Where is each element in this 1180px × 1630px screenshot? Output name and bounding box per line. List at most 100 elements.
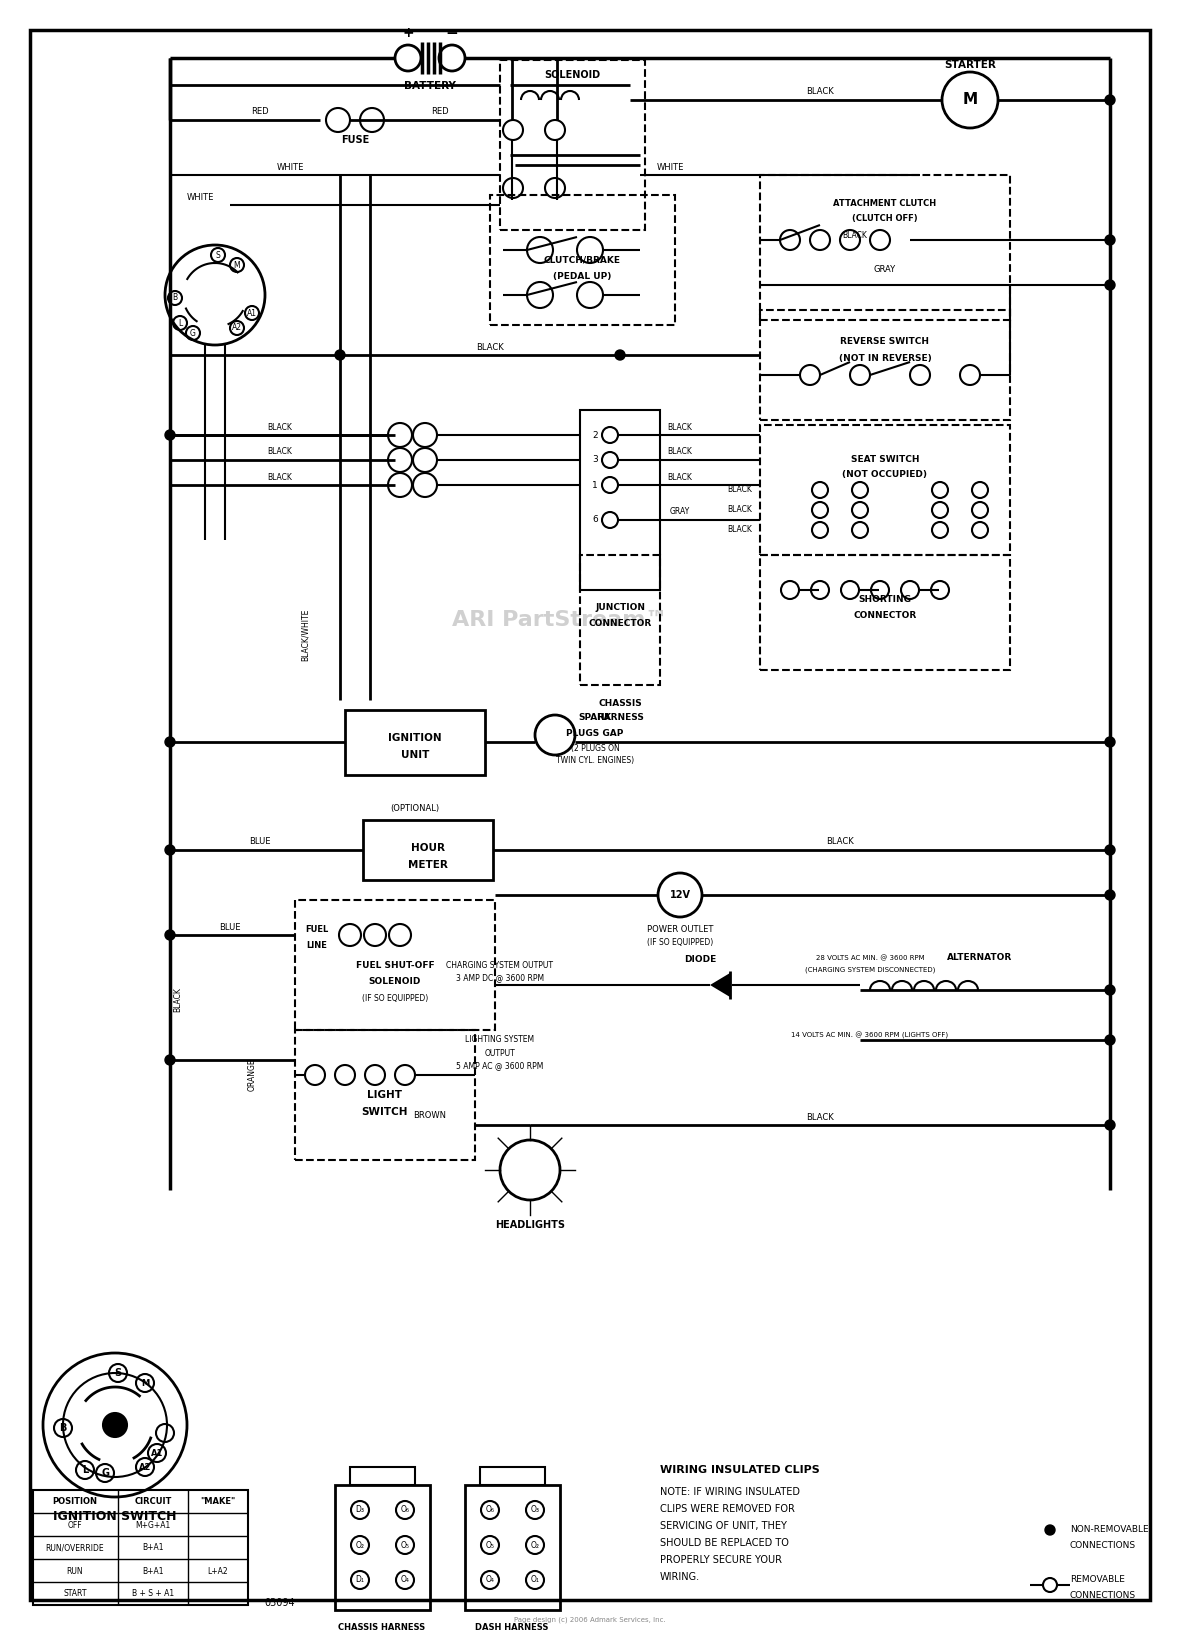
- Bar: [33, 1490, 248, 1606]
- Circle shape: [1045, 1526, 1055, 1535]
- Text: 28 VOLTS AC MIN. @ 3600 RPM: 28 VOLTS AC MIN. @ 3600 RPM: [815, 955, 924, 962]
- Text: SEAT SWITCH: SEAT SWITCH: [851, 455, 919, 465]
- Text: O₆: O₆: [400, 1506, 409, 1514]
- Text: BLACK: BLACK: [668, 422, 693, 432]
- Text: BLACK: BLACK: [806, 88, 834, 96]
- Text: SHORTING: SHORTING: [859, 595, 911, 605]
- Text: 3: 3: [592, 455, 598, 465]
- Bar: [295, 900, 494, 1030]
- Text: BLACK: BLACK: [806, 1113, 834, 1121]
- Text: PROPERLY SECURE YOUR: PROPERLY SECURE YOUR: [660, 1555, 782, 1565]
- Circle shape: [165, 430, 175, 440]
- Text: B: B: [172, 293, 177, 303]
- Text: BATTERY: BATTERY: [404, 82, 455, 91]
- Text: BLACK: BLACK: [728, 525, 753, 535]
- Text: SERVICING OF UNIT, THEY: SERVICING OF UNIT, THEY: [660, 1521, 787, 1531]
- Text: CIRCUIT: CIRCUIT: [135, 1498, 171, 1506]
- Text: O₄: O₄: [400, 1576, 409, 1584]
- Circle shape: [165, 1055, 175, 1064]
- Text: BLUE: BLUE: [249, 838, 270, 846]
- Text: O₂: O₂: [531, 1540, 539, 1550]
- Text: WHITE: WHITE: [656, 163, 683, 171]
- Text: O₁: O₁: [531, 1576, 539, 1584]
- Text: CONNECTIONS: CONNECTIONS: [1070, 1591, 1136, 1599]
- Text: (2 PLUGS ON: (2 PLUGS ON: [571, 743, 620, 753]
- Bar: [581, 554, 660, 685]
- Circle shape: [103, 1413, 127, 1438]
- Text: TWIN CYL. ENGINES): TWIN CYL. ENGINES): [556, 755, 634, 764]
- Text: LIGHT: LIGHT: [367, 1090, 402, 1100]
- Text: BLACK: BLACK: [268, 448, 293, 456]
- Bar: [500, 60, 645, 230]
- Text: ARI PartStream™: ARI PartStream™: [452, 610, 668, 631]
- Text: BLACK: BLACK: [268, 422, 293, 432]
- Circle shape: [1104, 95, 1115, 104]
- Text: B: B: [59, 1423, 67, 1433]
- Text: (NOT OCCUPIED): (NOT OCCUPIED): [843, 471, 927, 479]
- Bar: [465, 1485, 560, 1610]
- Circle shape: [165, 737, 175, 747]
- Bar: [490, 196, 675, 324]
- Text: REVERSE SWITCH: REVERSE SWITCH: [840, 337, 930, 347]
- Text: NOTE: IF WIRING INSULATED: NOTE: IF WIRING INSULATED: [660, 1487, 800, 1496]
- Text: BLACK/WHITE: BLACK/WHITE: [301, 610, 309, 662]
- Text: O₅: O₅: [485, 1540, 494, 1550]
- Circle shape: [165, 844, 175, 856]
- Text: 3 AMP DC @ 3600 RPM: 3 AMP DC @ 3600 RPM: [455, 973, 544, 983]
- Text: ALTERNATOR: ALTERNATOR: [948, 954, 1012, 962]
- Text: A1: A1: [151, 1449, 163, 1457]
- Text: O₅: O₅: [400, 1540, 409, 1550]
- Text: SOLENOID: SOLENOID: [544, 70, 601, 80]
- Text: −: −: [446, 26, 458, 41]
- Text: B+A1: B+A1: [143, 1544, 164, 1552]
- Text: BLACK: BLACK: [268, 473, 293, 481]
- Text: CHASSIS HARNESS: CHASSIS HARNESS: [339, 1623, 426, 1630]
- Text: BLACK: BLACK: [476, 342, 504, 352]
- Text: CHASSIS: CHASSIS: [598, 699, 642, 707]
- Text: G: G: [190, 329, 196, 337]
- Bar: [581, 411, 660, 590]
- Text: NON-REMOVABLE: NON-REMOVABLE: [1070, 1526, 1148, 1534]
- Text: A1: A1: [247, 308, 257, 318]
- Text: DASH HARNESS: DASH HARNESS: [476, 1623, 549, 1630]
- Text: PLUGS GAP: PLUGS GAP: [566, 729, 624, 737]
- Text: O₂: O₂: [355, 1540, 365, 1550]
- Text: M+G+A1: M+G+A1: [136, 1521, 171, 1529]
- Circle shape: [165, 931, 175, 941]
- Text: BLUE: BLUE: [219, 923, 241, 931]
- Text: ATTACHMENT CLUTCH: ATTACHMENT CLUTCH: [833, 199, 937, 207]
- Bar: [335, 1485, 430, 1610]
- Text: 14 VOLTS AC MIN. @ 3600 RPM (LIGHTS OFF): 14 VOLTS AC MIN. @ 3600 RPM (LIGHTS OFF): [792, 1032, 949, 1038]
- Text: BLACK: BLACK: [173, 988, 183, 1012]
- Text: CONNECTOR: CONNECTOR: [589, 618, 651, 628]
- Bar: [760, 425, 1010, 554]
- Text: 6: 6: [592, 515, 598, 525]
- Bar: [363, 820, 493, 880]
- Text: D₁: D₁: [355, 1576, 365, 1584]
- Text: M: M: [140, 1379, 149, 1387]
- Text: +: +: [402, 26, 414, 41]
- Text: POWER OUTLET: POWER OUTLET: [647, 926, 713, 934]
- Text: HEADLIGHTS: HEADLIGHTS: [494, 1219, 565, 1231]
- Text: SPARK: SPARK: [578, 714, 611, 722]
- Text: HARNESS: HARNESS: [596, 714, 644, 722]
- Text: RED: RED: [431, 108, 448, 116]
- Text: FUEL SHUT-OFF: FUEL SHUT-OFF: [355, 960, 434, 970]
- Circle shape: [1104, 280, 1115, 290]
- Text: G: G: [101, 1469, 109, 1478]
- Text: (IF SO EQUIPPED): (IF SO EQUIPPED): [362, 994, 428, 1002]
- Text: 5 AMP AC @ 3600 RPM: 5 AMP AC @ 3600 RPM: [457, 1061, 544, 1071]
- Text: CHARGING SYSTEM OUTPUT: CHARGING SYSTEM OUTPUT: [446, 960, 553, 970]
- Text: 2: 2: [592, 430, 598, 440]
- Text: DIODE: DIODE: [684, 955, 716, 965]
- Bar: [760, 174, 1010, 319]
- Text: (CHARGING SYSTEM DISCONNECTED): (CHARGING SYSTEM DISCONNECTED): [805, 967, 936, 973]
- Bar: [345, 711, 485, 774]
- Text: IGNITION: IGNITION: [388, 734, 441, 743]
- Text: A2: A2: [232, 323, 242, 333]
- Text: SHOULD BE REPLACED TO: SHOULD BE REPLACED TO: [660, 1539, 789, 1548]
- Text: RUN: RUN: [67, 1566, 84, 1576]
- Text: LINE: LINE: [307, 941, 327, 950]
- Text: GRAY: GRAY: [874, 266, 896, 274]
- Text: (OPTIONAL): (OPTIONAL): [391, 804, 440, 812]
